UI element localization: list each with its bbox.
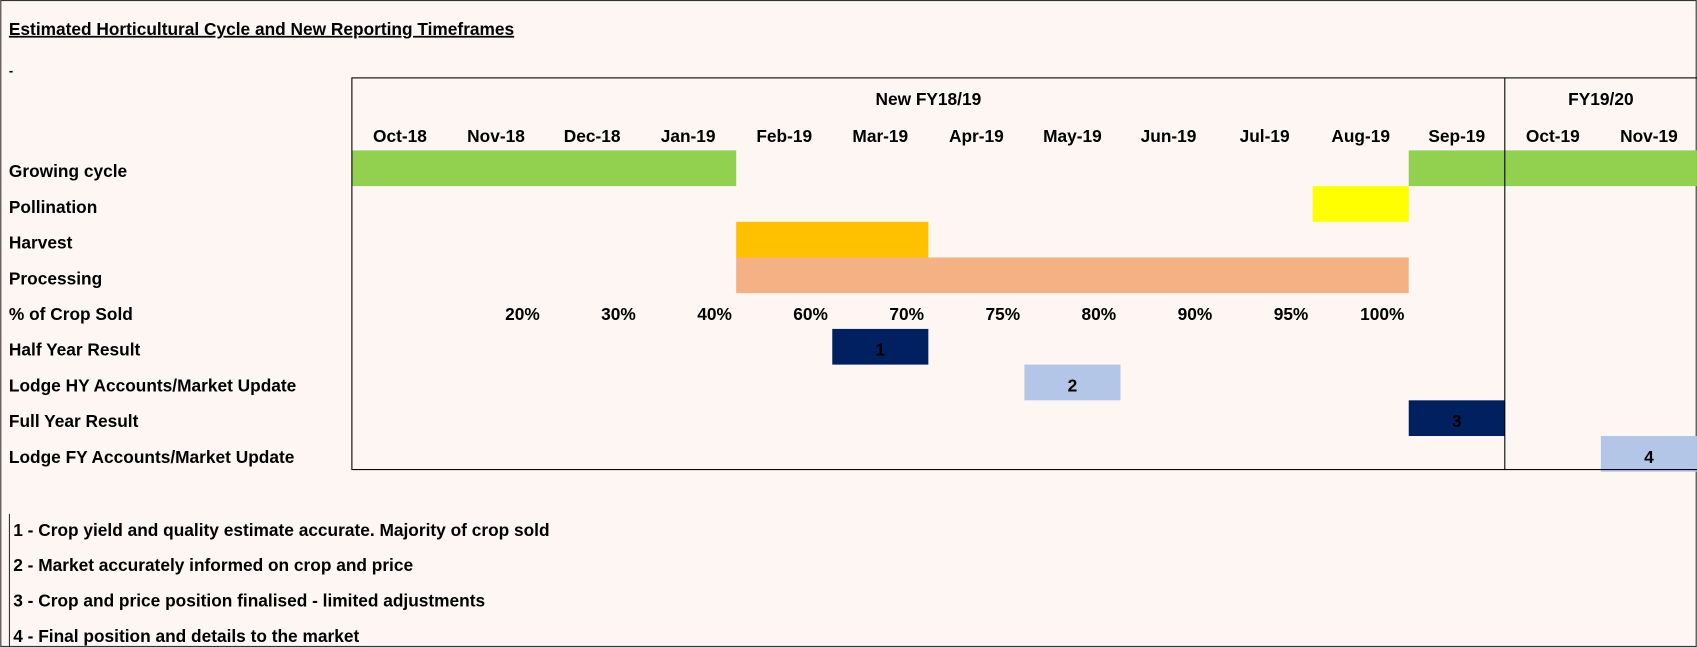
row-label: Lodge HY Accounts/Market Update: [9, 375, 297, 395]
cell-value: 60%: [793, 304, 828, 324]
cell-value: 75%: [985, 304, 1020, 324]
month-label: Dec-18: [564, 126, 621, 146]
row-label: Harvest: [9, 233, 73, 253]
month-label: Nov-18: [467, 126, 525, 146]
row-label: Half Year Result: [9, 340, 141, 360]
month-label: Mar-19: [852, 126, 908, 146]
title: Estimated Horticultural Cycle and New Re…: [9, 19, 514, 39]
month-label: Aug-19: [1331, 126, 1390, 146]
cell-value: 100%: [1360, 304, 1404, 324]
row-label: Full Year Result: [9, 411, 139, 431]
cell-value: 40%: [697, 304, 732, 324]
cell-value: 70%: [889, 304, 924, 324]
group-label: FY19/20: [1568, 89, 1633, 109]
month-label: Oct-18: [373, 126, 427, 146]
group-label: New FY18/19: [875, 89, 981, 109]
note: 4 - Final position and details to the ma…: [13, 626, 359, 646]
month-label: Jul-19: [1240, 126, 1290, 146]
cell-value: 30%: [601, 304, 636, 324]
row-label: Pollination: [9, 197, 97, 217]
row-label: Processing: [9, 268, 102, 288]
row-label: Growing cycle: [9, 161, 128, 181]
row-label: % of Crop Sold: [9, 304, 133, 324]
bar: [736, 257, 1409, 294]
month-label: Oct-19: [1526, 126, 1580, 146]
cell-value: 90%: [1178, 304, 1213, 324]
bar-label: 4: [1644, 447, 1654, 467]
note: 1 - Crop yield and quality estimate accu…: [13, 520, 549, 540]
cell-value: 95%: [1274, 304, 1309, 324]
bar: [351, 150, 737, 187]
bar: [1312, 186, 1409, 222]
bar-label: 1: [875, 340, 885, 360]
table-border: [351, 77, 1697, 471]
bar: [1024, 364, 1121, 401]
row-label: Lodge FY Accounts/Market Update: [9, 447, 295, 467]
bar: [736, 221, 929, 258]
cell-value: 20%: [505, 304, 540, 324]
month-label: May-19: [1043, 126, 1102, 146]
month-label: Apr-19: [949, 126, 1004, 146]
note: 3 - Crop and price position finalised - …: [13, 591, 485, 611]
bar: [1408, 400, 1505, 437]
bar: [1600, 436, 1697, 472]
bar-label: 3: [1452, 411, 1462, 431]
month-label: Feb-19: [756, 126, 812, 146]
note: 2 - Market accurately informed on crop a…: [13, 555, 413, 575]
bar-label: 2: [1068, 375, 1078, 395]
month-label: Jan-19: [661, 126, 716, 146]
month-label: Jun-19: [1141, 126, 1197, 146]
bar: [1408, 150, 1697, 187]
cell-value: 80%: [1082, 304, 1117, 324]
month-label: Nov-19: [1620, 126, 1678, 146]
bar: [832, 328, 929, 365]
month-label: Sep-19: [1428, 126, 1485, 146]
marker: -: [9, 63, 13, 78]
